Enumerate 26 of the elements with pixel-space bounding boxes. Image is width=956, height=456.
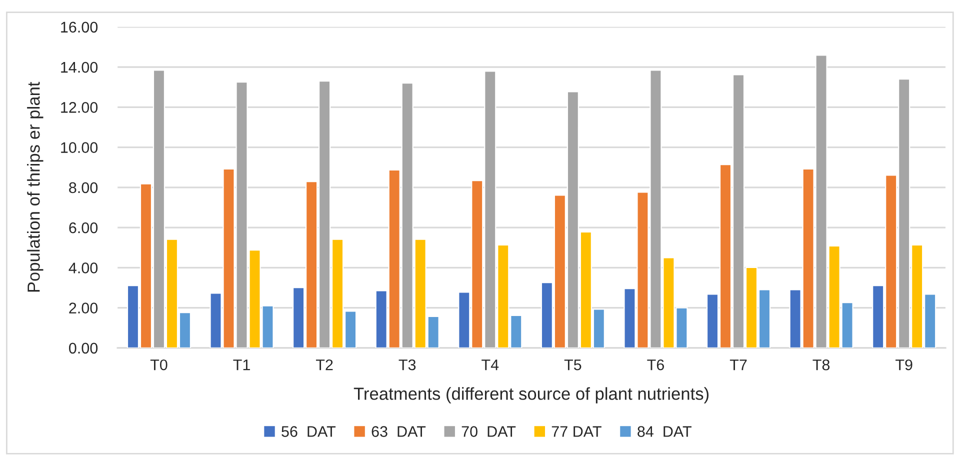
- y-tick-label: 2.00: [69, 302, 98, 314]
- x-tick-label: T6: [647, 359, 664, 370]
- x-tick-label: T8: [812, 359, 830, 370]
- x-tick-label: T9: [896, 359, 912, 370]
- y-tick-label: 10.00: [61, 142, 98, 153]
- x-tick-label: T4: [482, 360, 499, 370]
- y-tick-label: 0.00: [69, 342, 98, 354]
- y-tick-label: 12.00: [61, 102, 98, 113]
- y-tick-label: 16.00: [61, 22, 98, 33]
- y-tick-label: 6.00: [69, 222, 98, 234]
- legend-label: 84 DAT: [638, 426, 692, 437]
- x-tick-label: T7: [730, 360, 747, 370]
- y-tick-label: 4.00: [68, 262, 98, 274]
- y-axis-title: Population of thrips er plant: [27, 82, 44, 292]
- x-tick-label: T2: [316, 359, 333, 370]
- x-axis-title: Treatments (different source of plant nutrients): [354, 387, 709, 404]
- x-tick-label: T0: [150, 359, 168, 370]
- y-tick-label: 14.00: [61, 62, 98, 73]
- legend-label: 77 DAT: [552, 426, 602, 437]
- legend-label: 56 DAT: [282, 426, 336, 437]
- x-tick-label: T3: [398, 359, 416, 370]
- legend-label: 63 DAT: [372, 426, 426, 437]
- legend-label: 70 DAT: [462, 426, 516, 437]
- x-tick-label: T1: [233, 360, 250, 370]
- y-tick-label: 8.00: [69, 182, 98, 194]
- x-tick-label: T5: [564, 360, 582, 370]
